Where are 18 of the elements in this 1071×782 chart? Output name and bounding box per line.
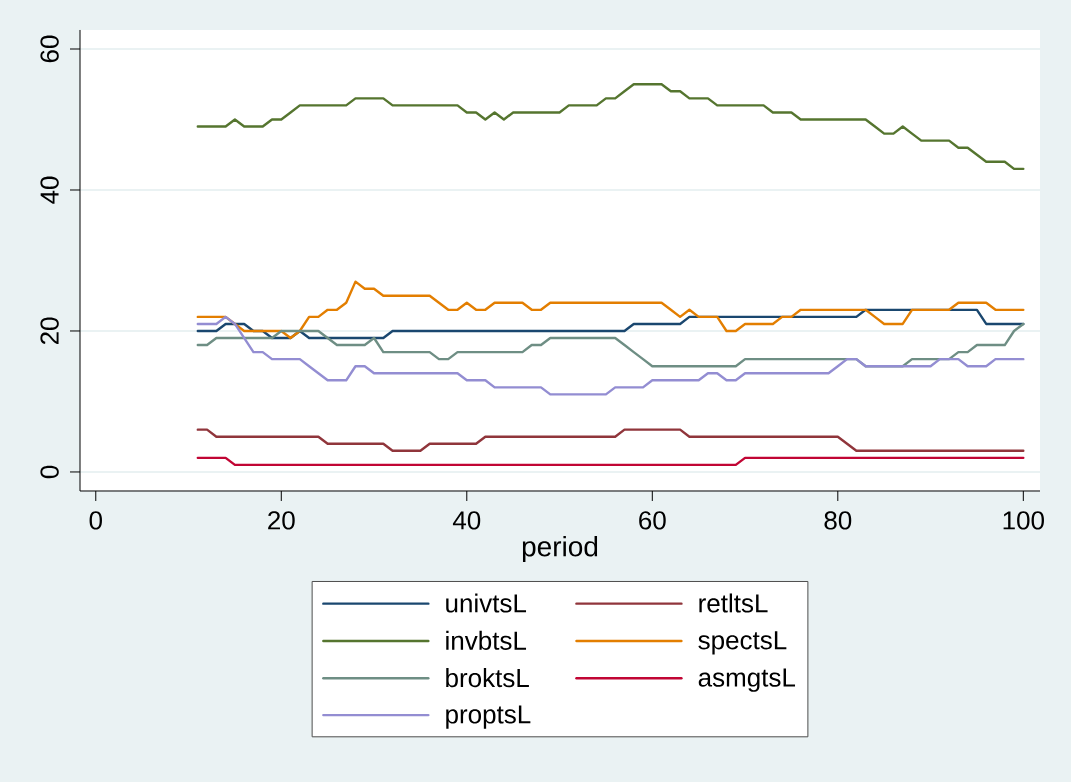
- y-tick-label: 60: [40, 35, 59, 63]
- x-tick-label: 100: [1003, 511, 1044, 530]
- legend-label: retltsL: [699, 593, 768, 613]
- y-tick-label: 0: [40, 465, 59, 479]
- legend-label: invbtsL: [446, 630, 527, 650]
- legend-label: spectsL: [698, 631, 787, 655]
- x-axis-title: period: [522, 535, 598, 563]
- legend-label: univtsL: [446, 593, 527, 613]
- x-tick-label: 40: [452, 511, 481, 530]
- x-tick-label: 0: [89, 511, 102, 530]
- x-tick-label: 80: [824, 511, 852, 530]
- legend-label: broktsL: [446, 668, 529, 688]
- y-tick-label: 40: [40, 176, 59, 204]
- y-tick-label: 20: [40, 317, 59, 345]
- legend-label: proptsL: [446, 705, 531, 729]
- x-tick-label: 20: [268, 511, 295, 530]
- x-tick-label: 60: [639, 511, 666, 530]
- legend-label: asmgtsL: [698, 668, 796, 692]
